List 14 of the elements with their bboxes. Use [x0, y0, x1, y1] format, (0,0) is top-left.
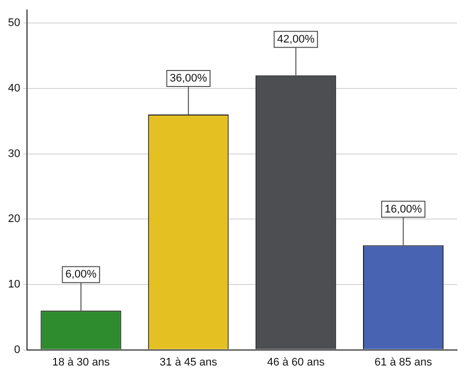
x-tick-label: 46 à 60 ans [267, 356, 326, 368]
x-tick-label: 61 à 85 ans [374, 356, 433, 368]
y-tick-label: 10 [8, 278, 20, 290]
data-label: 42,00% [277, 33, 315, 46]
y-tick-label: 50 [8, 17, 20, 30]
x-tick-label: 31 à 45 ans [160, 356, 218, 368]
data-label: 36,00% [170, 72, 208, 85]
y-tick-label: 40 [8, 82, 20, 94]
data-label: 6,00% [65, 268, 97, 281]
y-tick-label: 0 [14, 344, 20, 356]
y-tick-label: 20 [8, 213, 20, 226]
x-tick-label: 18 à 30 ans [52, 356, 110, 368]
y-tick-label: 30 [8, 148, 20, 160]
data-label: 16,00% [384, 203, 422, 216]
